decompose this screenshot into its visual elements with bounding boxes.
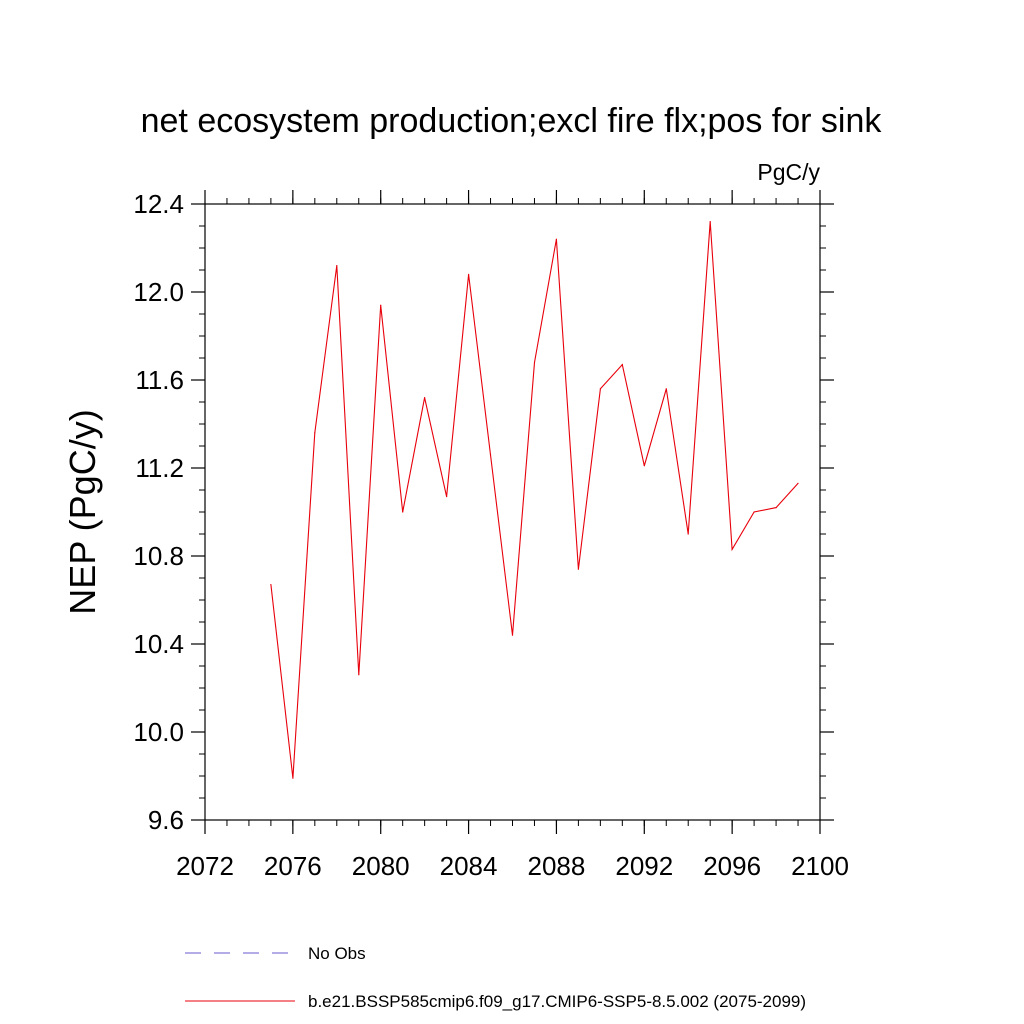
data-point xyxy=(292,777,294,779)
data-point xyxy=(599,388,602,390)
data-point xyxy=(533,361,536,363)
y-tick-label: 11.6 xyxy=(135,365,184,395)
y-tick-label: 10.0 xyxy=(133,717,184,747)
x-tick-labels: 2072 2076 2080 2084 2088 2092 2096 2100 xyxy=(176,851,849,881)
legend-label: No Obs xyxy=(308,944,366,963)
data-point xyxy=(314,432,316,434)
data-point xyxy=(380,304,382,306)
x-tick-label: 2084 xyxy=(440,851,498,881)
data-point xyxy=(489,454,492,456)
y-tick-labels: 9.6 10.0 10.4 10.8 11.2 11.6 12.0 12.4 xyxy=(133,189,184,835)
data-point xyxy=(643,465,645,467)
x-tick-label: 2100 xyxy=(791,851,849,881)
legend-label: b.e21.BSSP585cmip6.f09_g17.CMIP6-SSP5-8.… xyxy=(308,992,806,1011)
data-point xyxy=(446,496,448,498)
data-point xyxy=(731,548,733,551)
data-point xyxy=(687,533,689,535)
x-tick-label: 2092 xyxy=(615,851,673,881)
y-tick-label: 12.4 xyxy=(133,189,184,219)
data-point xyxy=(753,511,755,513)
data-point xyxy=(621,364,623,366)
y-tick-label: 10.8 xyxy=(133,541,184,571)
y-tick-label: 11.2 xyxy=(135,453,184,483)
data-point xyxy=(709,221,711,223)
series-lines xyxy=(270,221,799,779)
data-point xyxy=(797,482,799,484)
y-tick-label: 9.6 xyxy=(148,805,184,835)
x-tick-label: 2076 xyxy=(264,851,322,881)
data-point xyxy=(358,674,360,676)
minor-ticks xyxy=(199,198,826,826)
x-tick-label: 2088 xyxy=(528,851,586,881)
data-point xyxy=(665,388,667,390)
plot-border xyxy=(204,203,821,821)
x-tick-label: 2080 xyxy=(352,851,410,881)
y-tick-label: 10.4 xyxy=(133,629,184,659)
data-point xyxy=(468,273,470,275)
data-point xyxy=(511,634,514,636)
legend: No Obs b.e21.BSSP585cmip6.f09_g17.CMIP6-S… xyxy=(185,944,806,1011)
y-axis-label: NEP (PgC/y) xyxy=(62,409,103,614)
y-tick-label: 12.0 xyxy=(133,277,184,307)
major-ticks xyxy=(191,190,834,834)
data-point xyxy=(555,238,558,240)
series-line xyxy=(270,221,799,779)
plot-frame xyxy=(204,203,821,821)
x-tick-label: 2072 xyxy=(176,851,234,881)
chart-title: net ecosystem production;excl fire flx;p… xyxy=(141,102,883,140)
x-tick-label: 2096 xyxy=(703,851,761,881)
data-point xyxy=(577,568,580,570)
data-point xyxy=(270,584,272,586)
data-point xyxy=(775,507,777,509)
data-point xyxy=(336,265,338,267)
data-point xyxy=(402,511,404,513)
units-label: PgC/y xyxy=(757,159,820,185)
data-point xyxy=(424,397,426,399)
